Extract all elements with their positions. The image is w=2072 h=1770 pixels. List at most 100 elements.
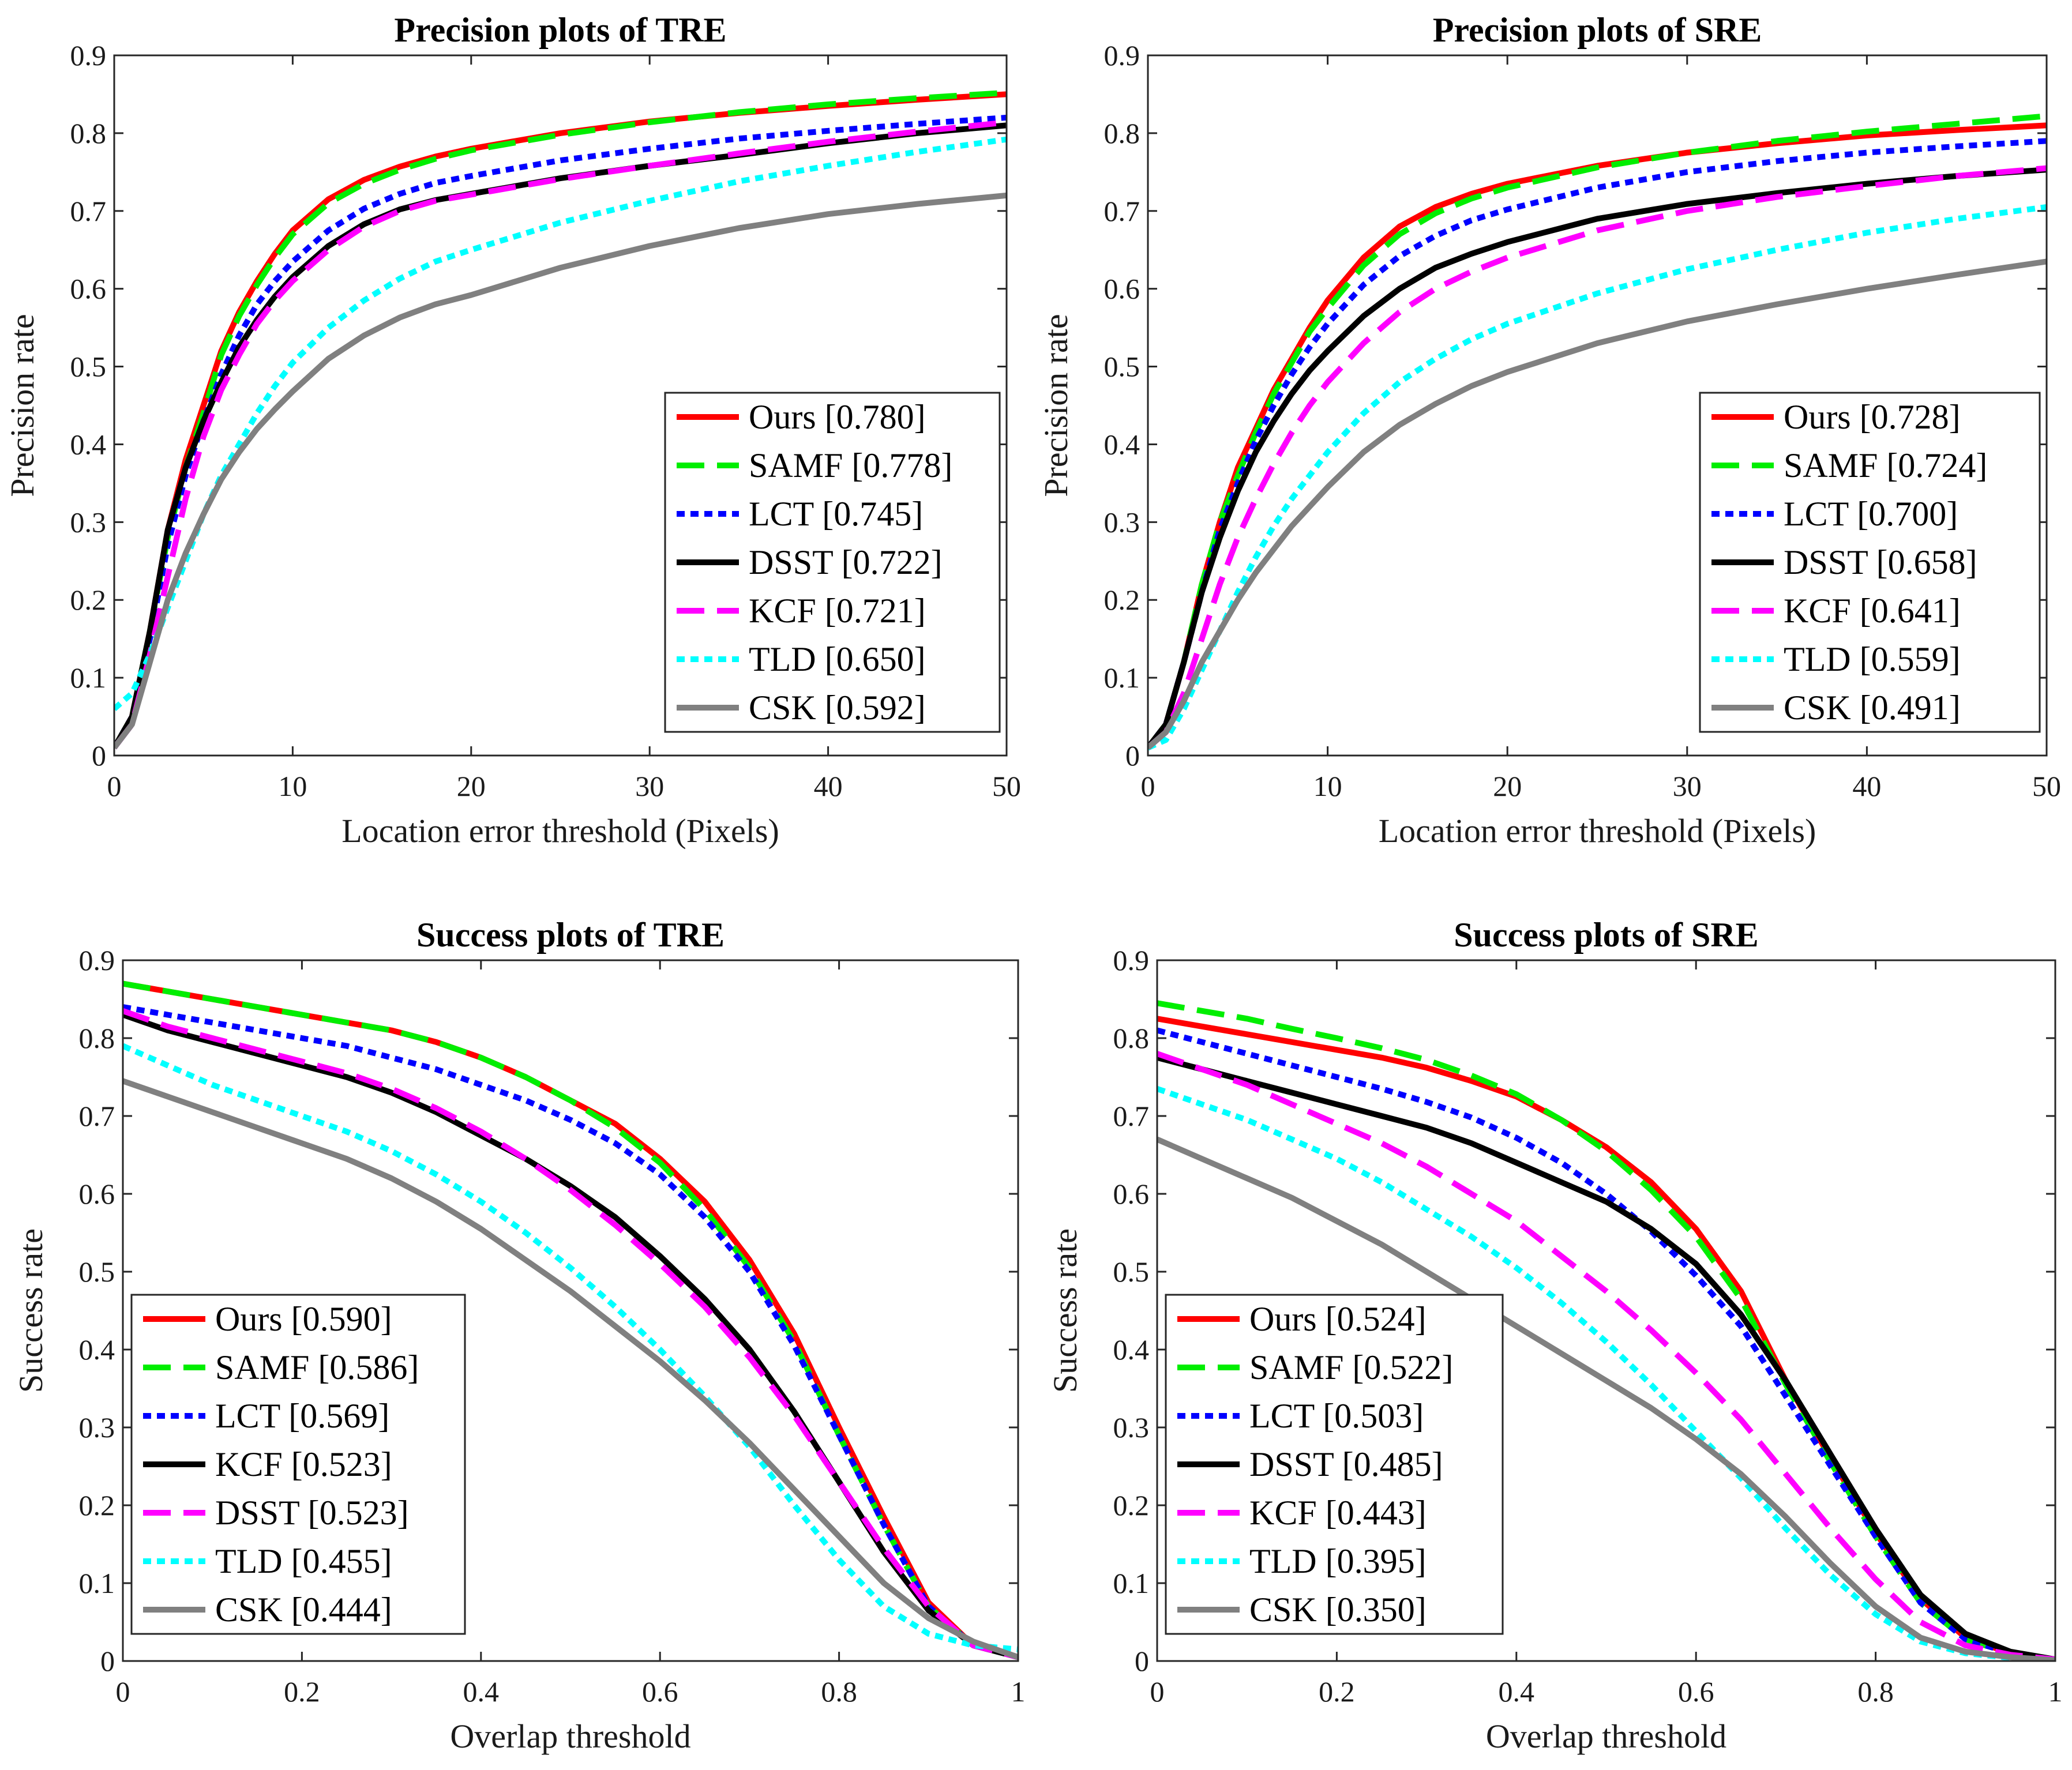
series-line-3	[1157, 1027, 2055, 1661]
series-group	[114, 89, 1007, 750]
y-tick-label: 0.8	[70, 117, 107, 149]
legend-label-2: SAMF [0.522]	[1249, 1348, 1453, 1386]
y-tick-label: 0.1	[70, 662, 107, 694]
x-tick-label: 20	[1493, 770, 1522, 802]
x-tick-label: 20	[457, 770, 486, 802]
chart-title: Precision plots of SRE	[1433, 11, 1762, 49]
x-tick-label: 0	[107, 770, 122, 802]
y-tick-label: 0.3	[70, 506, 107, 538]
y-tick-label: 0.6	[79, 1178, 115, 1210]
y-tick-label: 0.5	[1104, 351, 1140, 383]
legend-label-6: TLD [0.455]	[215, 1542, 392, 1580]
legend: Ours [0.728] SAMF [0.724] LCT [0.700] DSST …	[1699, 392, 2041, 733]
y-tick-label: 0.5	[70, 351, 107, 383]
y-tick-label: 0.9	[79, 944, 115, 976]
x-tick-label: 0.8	[1857, 1675, 1894, 1708]
y-tick-label: 0.7	[1113, 1100, 1150, 1132]
legend-label-6: TLD [0.650]	[749, 640, 926, 678]
y-tick-label: 0.3	[1113, 1411, 1150, 1444]
y-tick-label: 0.3	[79, 1411, 115, 1444]
chart-title: Success plots of TRE	[416, 916, 725, 954]
x-tick-label: 50	[2032, 770, 2061, 802]
legend-label-7: CSK [0.444]	[215, 1591, 392, 1629]
y-tick-label: 0.7	[79, 1100, 115, 1132]
y-axis-label: Precision rate	[1037, 314, 1075, 497]
legend-label-3: LCT [0.700]	[1784, 495, 1958, 533]
y-axis-label: Precision rate	[3, 314, 41, 497]
series-line-5	[123, 1008, 1018, 1660]
y-tick-label: 0.5	[79, 1256, 115, 1288]
x-tick-label: 0.6	[1678, 1675, 1714, 1708]
y-tick-label: 0.4	[79, 1333, 115, 1366]
y-axis-label: Success rate	[12, 1228, 50, 1393]
axes-box	[122, 959, 1019, 1662]
legend-label-4: DSST [0.485]	[1249, 1445, 1443, 1483]
series-line-7	[114, 192, 1007, 750]
x-axis-label: Location error threshold (Pixels)	[341, 812, 779, 850]
axes-box	[1147, 54, 2048, 757]
y-tick-label: 0.4	[70, 428, 107, 460]
series-line-5	[1148, 165, 2047, 750]
x-tick-label: 1	[1011, 1675, 1026, 1708]
y-axis-label: Success rate	[1046, 1228, 1084, 1393]
x-tick-label: 0.4	[463, 1675, 500, 1708]
legend-label-5: KCF [0.641]	[1784, 592, 1961, 630]
x-tick-label: 10	[278, 770, 307, 802]
x-tick-label: 0	[1141, 770, 1155, 802]
y-tick-label: 0.2	[1104, 584, 1140, 616]
series-line-7	[1148, 258, 2047, 750]
y-tick-label: 0.8	[1104, 117, 1140, 149]
legend-label-2: SAMF [0.724]	[1784, 446, 1987, 484]
x-axis-label: Location error threshold (Pixels)	[1379, 812, 1816, 850]
legend-label-6: TLD [0.395]	[1249, 1542, 1427, 1580]
legend-label-2: SAMF [0.778]	[749, 446, 952, 484]
series-line-6	[1148, 204, 2047, 751]
x-tick-label: 0.8	[821, 1675, 857, 1708]
legend-label-5: KCF [0.443]	[1249, 1494, 1427, 1532]
legend-label-3: LCT [0.569]	[215, 1397, 389, 1435]
x-tick-label: 40	[1852, 770, 1881, 802]
axes-box	[1156, 959, 2056, 1662]
legend-label-7: CSK [0.592]	[749, 689, 926, 727]
series-group	[123, 980, 1018, 1660]
legend-label-1: Ours [0.590]	[215, 1300, 392, 1338]
series-line-2	[123, 980, 1018, 1660]
y-tick-label: 0.8	[1113, 1022, 1150, 1054]
chart-title: Success plots of SRE	[1454, 916, 1758, 954]
legend-label-5: KCF [0.721]	[749, 592, 926, 630]
x-axis-label: Overlap threshold	[1486, 1718, 1726, 1755]
chart-panel-2: 0 0.1 0.2 0.3 0.4 0.5 0.6 0.7 0.8 0.9 0 10 20 30 40 50 P…	[1037, 11, 2061, 850]
x-tick-label: 0.6	[642, 1675, 678, 1708]
legend-label-4: KCF [0.523]	[215, 1445, 392, 1483]
y-tick-label: 0.3	[1104, 506, 1140, 538]
y-tick-label: 0.5	[1113, 1256, 1150, 1288]
y-tick-label: 0	[92, 739, 106, 772]
y-tick-label: 0.1	[79, 1567, 115, 1599]
y-tick-label: 0	[1125, 739, 1140, 772]
legend-label-1: Ours [0.524]	[1249, 1300, 1427, 1338]
legend-label-3: LCT [0.503]	[1249, 1397, 1424, 1435]
y-tick-label: 0.9	[1113, 944, 1150, 976]
y-tick-label: 0.2	[1113, 1489, 1150, 1521]
series-line-6	[123, 1043, 1018, 1652]
x-tick-label: 0	[116, 1675, 130, 1708]
legend-label-2: SAMF [0.586]	[215, 1348, 419, 1386]
y-tick-label: 0.1	[1113, 1567, 1150, 1599]
legend-label-1: Ours [0.728]	[1784, 398, 1961, 436]
y-tick-label: 0	[100, 1645, 115, 1677]
y-tick-label: 0.6	[1104, 273, 1140, 305]
x-tick-label: 50	[992, 770, 1021, 802]
x-tick-label: 0	[1150, 1675, 1165, 1708]
series-line-4	[1148, 167, 2047, 750]
legend-label-4: DSST [0.722]	[749, 543, 943, 581]
series-line-7	[123, 1078, 1018, 1660]
y-tick-label: 0.1	[1104, 662, 1140, 694]
x-axis-label: Overlap threshold	[450, 1718, 690, 1755]
series-line-5	[114, 119, 1007, 750]
y-tick-label: 0	[1135, 1645, 1149, 1677]
series-line-2	[1148, 113, 2047, 750]
y-tick-label: 0.2	[79, 1489, 115, 1521]
x-tick-label: 30	[635, 770, 664, 802]
series-line-6	[1157, 1086, 2055, 1661]
